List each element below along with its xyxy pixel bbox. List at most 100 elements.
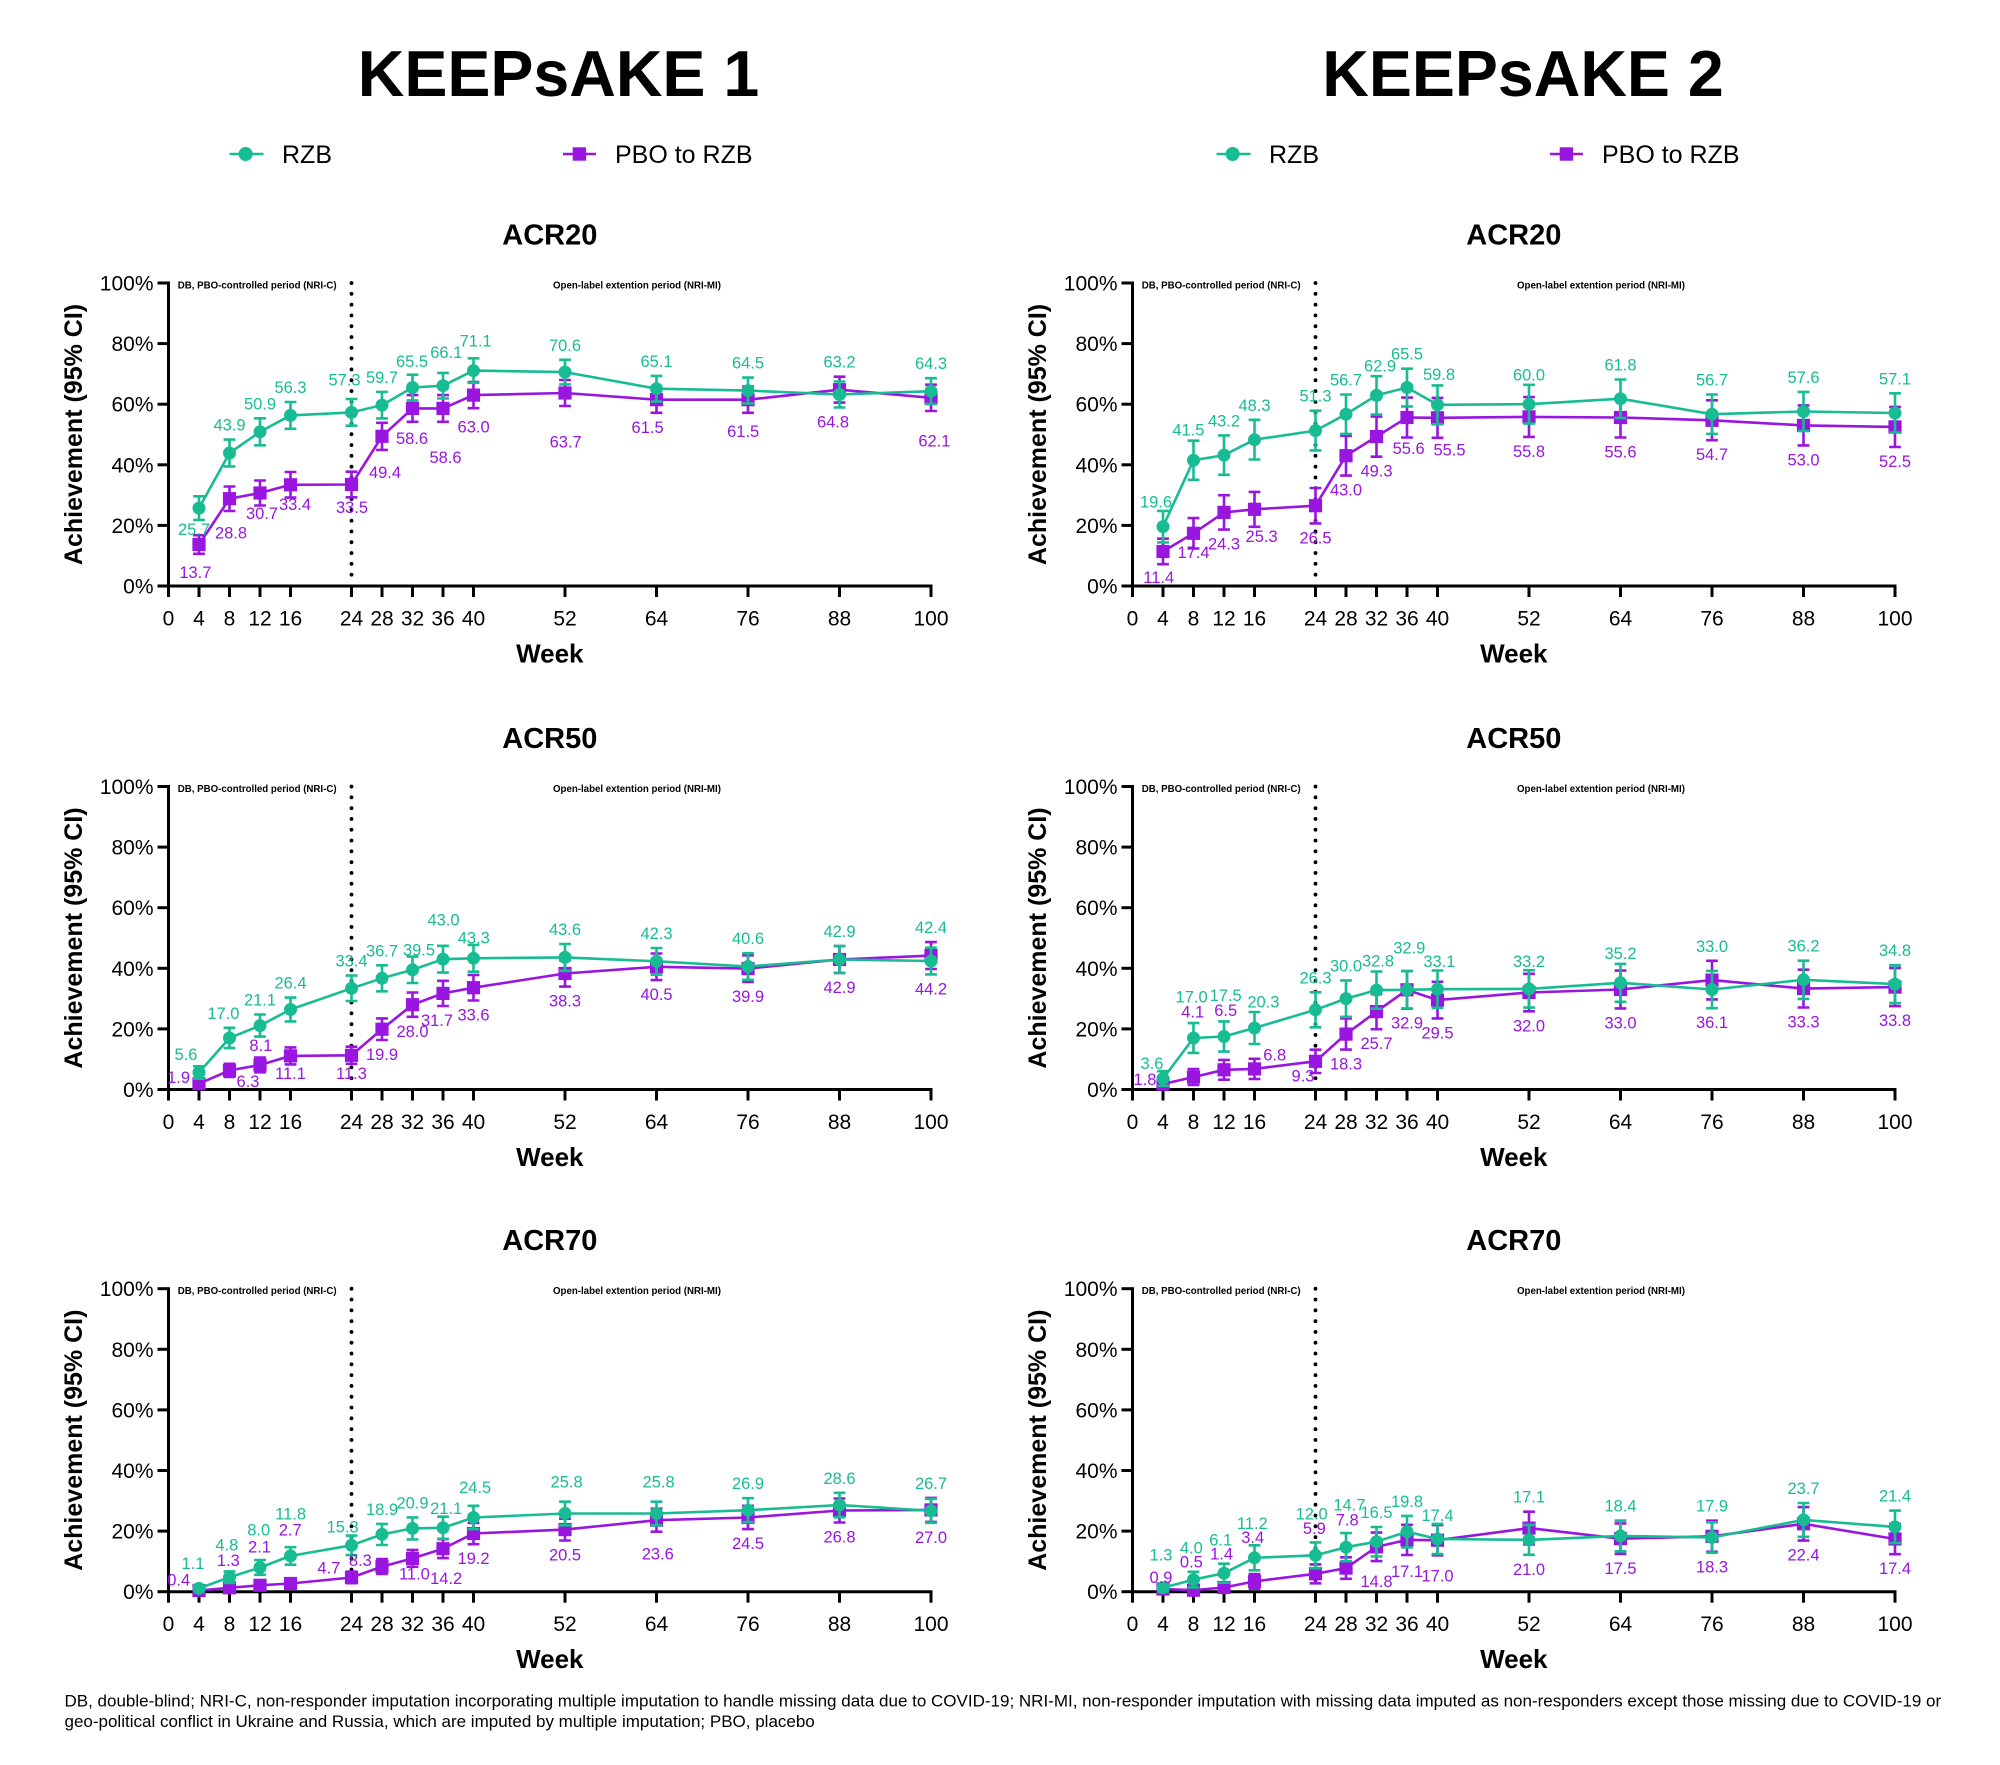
svg-text:0: 0 xyxy=(163,608,175,631)
svg-text:40%: 40% xyxy=(111,1460,153,1483)
svg-text:44.2: 44.2 xyxy=(915,980,947,998)
svg-text:40%: 40% xyxy=(1075,958,1117,981)
svg-text:64: 64 xyxy=(645,1111,669,1134)
svg-text:28: 28 xyxy=(1334,1111,1357,1134)
svg-text:4.7: 4.7 xyxy=(317,1560,340,1578)
svg-text:17.4: 17.4 xyxy=(1177,544,1209,562)
svg-text:16: 16 xyxy=(1243,1111,1266,1134)
svg-text:5.6: 5.6 xyxy=(175,1046,198,1064)
svg-text:18.3: 18.3 xyxy=(1696,1559,1728,1577)
svg-text:25.3: 25.3 xyxy=(1246,528,1278,546)
svg-text:42.9: 42.9 xyxy=(823,923,855,941)
svg-text:RZB: RZB xyxy=(1269,141,1319,169)
svg-text:12: 12 xyxy=(248,608,271,631)
svg-text:52: 52 xyxy=(1517,608,1540,631)
svg-text:39.5: 39.5 xyxy=(403,941,435,959)
svg-text:17.1: 17.1 xyxy=(1391,1563,1423,1581)
svg-text:4: 4 xyxy=(1157,1111,1169,1134)
svg-text:11.3: 11.3 xyxy=(336,1065,367,1083)
svg-text:62.1: 62.1 xyxy=(918,433,950,451)
svg-text:55.8: 55.8 xyxy=(1513,443,1545,461)
svg-text:24: 24 xyxy=(340,1613,364,1636)
svg-text:56.7: 56.7 xyxy=(1330,372,1362,390)
svg-text:100%: 100% xyxy=(1064,1278,1118,1301)
svg-text:PBO to RZB: PBO to RZB xyxy=(1602,141,1740,169)
svg-text:33.1: 33.1 xyxy=(1423,953,1455,971)
svg-text:2.7: 2.7 xyxy=(279,1521,302,1539)
svg-text:16: 16 xyxy=(1243,608,1266,631)
svg-text:60%: 60% xyxy=(1075,897,1117,920)
svg-text:ACR20: ACR20 xyxy=(1466,219,1561,251)
svg-text:65.1: 65.1 xyxy=(640,353,672,371)
svg-text:8: 8 xyxy=(224,1613,236,1636)
svg-text:55.6: 55.6 xyxy=(1604,444,1636,462)
svg-text:100%: 100% xyxy=(100,776,154,799)
svg-text:59.8: 59.8 xyxy=(1423,366,1455,384)
svg-text:23.7: 23.7 xyxy=(1787,1480,1819,1498)
svg-text:21.0: 21.0 xyxy=(1513,1561,1545,1579)
svg-text:28: 28 xyxy=(370,1111,393,1134)
svg-text:ACR50: ACR50 xyxy=(502,723,597,755)
svg-text:33.8: 33.8 xyxy=(1879,1012,1911,1030)
svg-text:51.3: 51.3 xyxy=(1299,388,1331,406)
svg-text:64: 64 xyxy=(645,1613,669,1636)
svg-text:4.8: 4.8 xyxy=(215,1536,238,1554)
svg-text:43.0: 43.0 xyxy=(427,912,459,930)
svg-text:100%: 100% xyxy=(100,1278,154,1301)
svg-text:88: 88 xyxy=(828,608,851,631)
svg-text:17.4: 17.4 xyxy=(1879,1560,1911,1578)
svg-text:Open-label extention period (N: Open-label extention period (NRI-MI) xyxy=(1517,280,1685,291)
svg-text:6.3: 6.3 xyxy=(237,1073,260,1091)
svg-text:24: 24 xyxy=(1304,1111,1328,1134)
svg-text:60.0: 60.0 xyxy=(1513,366,1545,384)
svg-text:20.9: 20.9 xyxy=(396,1494,428,1512)
svg-text:42.4: 42.4 xyxy=(915,919,947,937)
svg-text:100: 100 xyxy=(913,608,948,631)
svg-text:32.9: 32.9 xyxy=(1391,1015,1423,1033)
svg-text:12.0: 12.0 xyxy=(1296,1505,1328,1523)
svg-text:6.1: 6.1 xyxy=(1209,1532,1232,1550)
svg-text:76: 76 xyxy=(736,608,759,631)
svg-text:36: 36 xyxy=(1395,608,1418,631)
svg-text:48.3: 48.3 xyxy=(1238,397,1270,415)
svg-text:43.9: 43.9 xyxy=(213,417,245,435)
svg-text:52: 52 xyxy=(1517,1613,1540,1636)
svg-text:KEEPsAKE 2: KEEPsAKE 2 xyxy=(1322,38,1724,110)
svg-text:14.8: 14.8 xyxy=(1360,1573,1392,1591)
svg-text:17.9: 17.9 xyxy=(1696,1498,1728,1516)
svg-text:12: 12 xyxy=(248,1111,271,1134)
svg-text:38.3: 38.3 xyxy=(549,993,581,1011)
svg-text:0%: 0% xyxy=(1087,576,1117,599)
svg-text:20%: 20% xyxy=(1075,515,1117,538)
svg-text:DB, PBO-controlled period (NRI: DB, PBO-controlled period (NRI-C) xyxy=(1142,784,1301,795)
svg-text:2.1: 2.1 xyxy=(248,1539,271,1557)
svg-text:24: 24 xyxy=(1304,608,1328,631)
svg-text:Achievement (95% CI): Achievement (95% CI) xyxy=(60,807,88,1068)
svg-text:36: 36 xyxy=(431,608,454,631)
svg-text:20%: 20% xyxy=(111,1018,153,1041)
svg-text:34.8: 34.8 xyxy=(1879,942,1911,960)
svg-text:25.8: 25.8 xyxy=(551,1473,583,1491)
svg-text:17.5: 17.5 xyxy=(1604,1560,1636,1578)
svg-text:PBO to RZB: PBO to RZB xyxy=(615,141,753,169)
svg-text:24: 24 xyxy=(1304,1613,1328,1636)
svg-text:42.9: 42.9 xyxy=(823,979,855,997)
svg-text:11.1: 11.1 xyxy=(275,1065,306,1083)
svg-text:27.0: 27.0 xyxy=(915,1529,947,1547)
svg-text:32.9: 32.9 xyxy=(1393,939,1425,957)
svg-text:36: 36 xyxy=(1395,1111,1418,1134)
svg-text:DB, PBO-controlled period (NRI: DB, PBO-controlled period (NRI-C) xyxy=(178,1286,337,1297)
svg-text:76: 76 xyxy=(736,1111,759,1134)
svg-text:100%: 100% xyxy=(100,273,154,296)
svg-text:55.5: 55.5 xyxy=(1433,442,1465,460)
svg-text:22.4: 22.4 xyxy=(1787,1547,1819,1565)
svg-text:0.5: 0.5 xyxy=(1180,1554,1203,1572)
svg-text:63.0: 63.0 xyxy=(458,419,490,437)
svg-text:100: 100 xyxy=(913,1111,948,1134)
svg-text:DB, PBO-controlled period (NRI: DB, PBO-controlled period (NRI-C) xyxy=(1142,280,1301,291)
svg-text:80%: 80% xyxy=(111,837,153,860)
svg-text:11.0: 11.0 xyxy=(399,1566,430,1584)
svg-text:0%: 0% xyxy=(123,1079,153,1102)
svg-text:26.5: 26.5 xyxy=(1299,529,1331,547)
svg-text:54.7: 54.7 xyxy=(1696,446,1728,464)
